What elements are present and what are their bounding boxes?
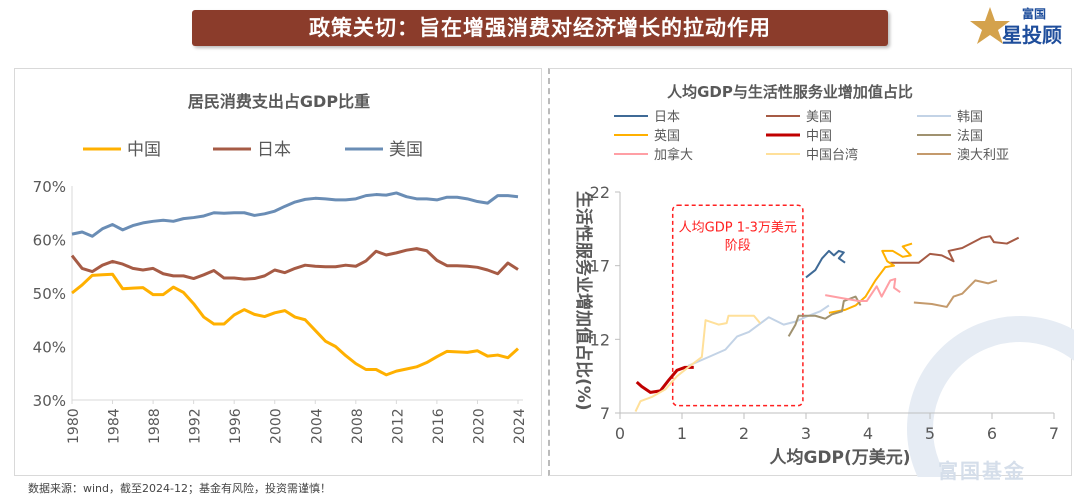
y-axis-title: 生活性服务业增加值占比(%) bbox=[573, 191, 594, 411]
y-tick-label: 30% bbox=[33, 392, 66, 410]
legend-label: 加拿大 bbox=[654, 147, 693, 163]
x-tick-label: 2008 bbox=[350, 408, 366, 444]
series-line-美国 bbox=[890, 235, 1020, 264]
chart-title: 人均GDP与生活性服务业增加值占比 bbox=[667, 83, 913, 101]
x-tick-label: 3 bbox=[801, 424, 811, 443]
chart-title: 居民消费支出占GDP比重 bbox=[188, 92, 370, 111]
annotation-text: 阶段 bbox=[725, 238, 751, 253]
series-line-美国 bbox=[71, 191, 519, 238]
watermark: 富国基金 bbox=[938, 459, 1026, 483]
x-axis-title: 人均GDP(万美元) bbox=[769, 447, 910, 468]
legend-label: 中国 bbox=[127, 140, 161, 160]
brand-logo: 富国 星投顾 bbox=[968, 3, 1076, 47]
legend-label: 英国 bbox=[654, 129, 680, 144]
y-tick-label: 22 bbox=[590, 183, 610, 202]
x-tick-label: 7 bbox=[1049, 424, 1059, 443]
x-tick-label: 6 bbox=[987, 424, 997, 443]
x-tick-label: 1 bbox=[677, 424, 687, 443]
page-banner-title: 政策关切：旨在增强消费对经济增长的拉动作用 bbox=[192, 10, 888, 46]
x-tick-label: 2 bbox=[739, 424, 749, 443]
annotation-box bbox=[671, 204, 804, 407]
legend-label: 美国 bbox=[389, 140, 423, 160]
legend-label: 中国台湾 bbox=[806, 147, 858, 163]
series-line-法国 bbox=[787, 295, 862, 337]
x-tick-label: 1980 bbox=[66, 408, 82, 444]
y-tick-label: 60% bbox=[33, 232, 66, 250]
x-tick-label: 2000 bbox=[269, 408, 285, 444]
footer-source: 数据来源：wind，截至2024-12；基金有风险，投资需谨慎！ bbox=[28, 482, 331, 495]
x-tick-label: 1996 bbox=[228, 408, 244, 444]
x-tick-label: 2024 bbox=[512, 408, 528, 444]
right-chart-panel: 人均GDP与生活性服务业增加值占比日本 美国 韩国英国 中国 法国加拿大 中国台湾 澳大利亚… bbox=[548, 68, 1074, 483]
logo-text-top: 富国 bbox=[1022, 7, 1047, 21]
series-line-英国 bbox=[828, 242, 913, 314]
x-tick-label: 2020 bbox=[471, 408, 487, 444]
legend-label: 日本 bbox=[654, 110, 680, 125]
y-tick-label: 50% bbox=[33, 285, 66, 303]
series-line-日本 bbox=[805, 249, 846, 279]
watermark-logo-icon bbox=[907, 316, 1074, 477]
series-line-日本 bbox=[70, 247, 519, 281]
x-tick-label: 4 bbox=[863, 424, 873, 443]
x-tick-label: 1984 bbox=[107, 408, 123, 444]
series-line-澳大利亚 bbox=[913, 279, 998, 308]
y-tick-label: 40% bbox=[33, 339, 66, 357]
series-line-加拿大 bbox=[825, 277, 901, 303]
legend-label: 法国 bbox=[957, 129, 983, 144]
y-tick-label: 12 bbox=[590, 330, 610, 349]
series-line-韩国 bbox=[687, 304, 830, 367]
legend-label: 澳大利亚 bbox=[957, 147, 1009, 163]
x-tick-label: 2016 bbox=[431, 408, 447, 444]
legend-label: 美国 bbox=[806, 110, 832, 125]
x-tick-label: 0 bbox=[615, 424, 625, 443]
x-tick-label: 1992 bbox=[188, 408, 204, 444]
logo-text-main: 星投顾 bbox=[1002, 23, 1062, 47]
legend-label: 韩国 bbox=[957, 110, 983, 125]
legend-label: 日本 bbox=[257, 140, 291, 160]
annotation-text: 人均GDP 1-3万美元 bbox=[679, 220, 797, 235]
y-tick-label: 70% bbox=[33, 178, 66, 196]
series-line-中国 bbox=[71, 272, 520, 377]
x-tick-label: 5 bbox=[925, 424, 935, 443]
x-tick-label: 2004 bbox=[309, 408, 325, 444]
x-tick-label: 2012 bbox=[390, 408, 406, 444]
y-tick-label: 7 bbox=[600, 404, 610, 423]
star-icon bbox=[970, 7, 1010, 44]
x-tick-label: 1988 bbox=[147, 408, 163, 444]
y-tick-label: 17 bbox=[590, 257, 610, 276]
series-line-中国 bbox=[635, 365, 694, 394]
legend-label: 中国 bbox=[806, 129, 832, 144]
series-line-中国台湾 bbox=[634, 314, 761, 412]
left-chart-panel: 居民消费支出占GDP比重中国 日本 美国 30% 40% 50% 60% 70% 1980 198… bbox=[14, 68, 542, 476]
